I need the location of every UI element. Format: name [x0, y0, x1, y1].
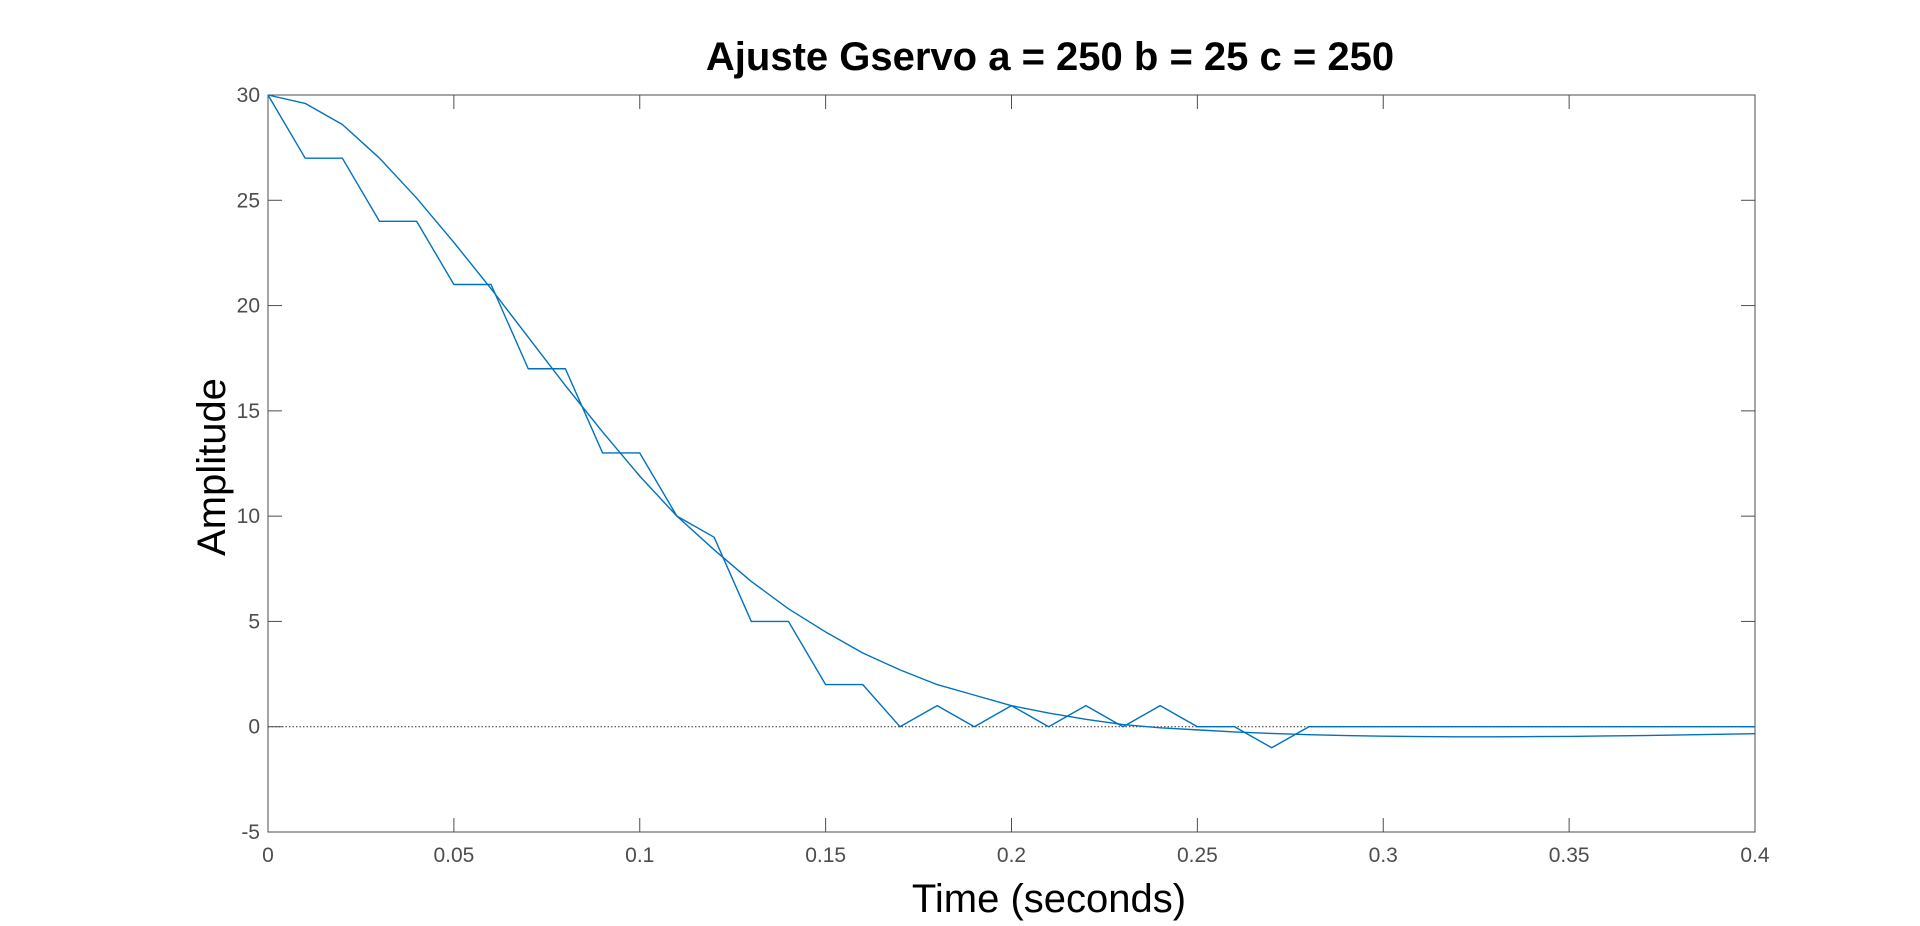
x-tick-label: 0.35 — [1549, 844, 1590, 867]
x-tick-label: 0.25 — [1177, 844, 1218, 867]
y-tick-label: 25 — [237, 189, 260, 212]
y-tick-label: 5 — [248, 610, 260, 633]
y-tick-label: 20 — [237, 295, 260, 318]
x-tick-label: 0.3 — [1369, 844, 1398, 867]
y-tick-label: 15 — [237, 400, 260, 423]
plot-area: 0 0.05 0.1 0.15 0.2 0.25 0.3 0.35 0.4-5051015202… — [237, 84, 1770, 867]
y-tick-label: 10 — [237, 505, 260, 528]
axes-box — [267, 94, 1756, 833]
y-tick-label: 0 — [248, 716, 260, 739]
x-tick-label: 0.15 — [805, 844, 846, 867]
series-line-2 — [267, 94, 1756, 738]
x-tick-label: 0 — [262, 844, 274, 867]
x-tick-label: 0.2 — [997, 844, 1026, 867]
x-tick-label: 0.05 — [433, 844, 474, 867]
chart-title: Ajuste Gservo a = 250 b = 25 c = 250 — [706, 35, 1394, 79]
x-axis-label: Time (seconds) — [912, 877, 1186, 921]
x-tick-label: 0.1 — [625, 844, 654, 867]
x-tick-label: 0.4 — [1740, 844, 1770, 867]
y-tick-label: -5 — [241, 821, 260, 844]
y-axis-label: Amplitude — [190, 378, 234, 556]
series-line-1 — [267, 94, 1755, 749]
y-tick-label: 30 — [237, 84, 260, 107]
